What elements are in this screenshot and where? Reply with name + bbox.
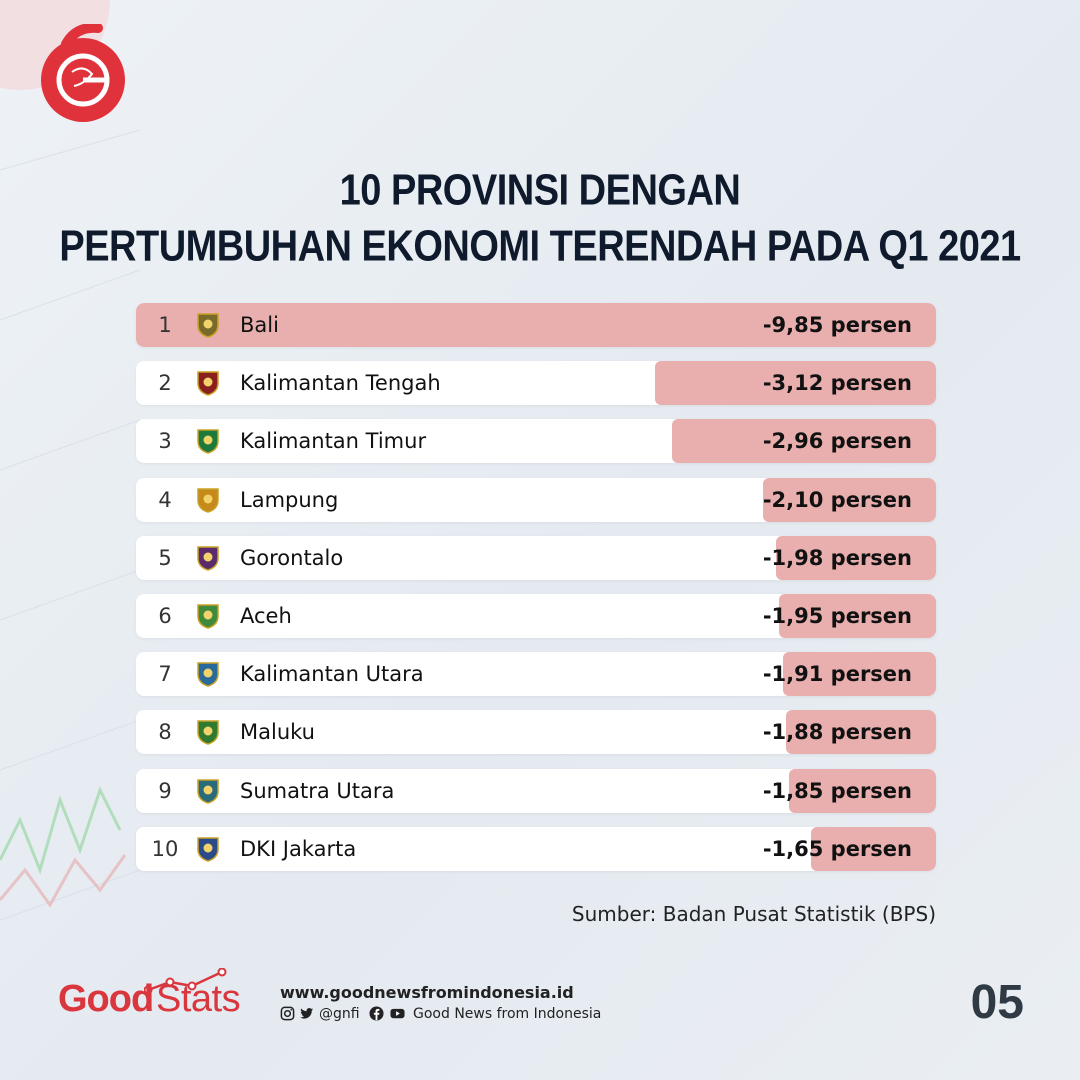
value-label: -1,65 persen [762,836,912,861]
bar-5 [775,535,936,580]
table-row: 1 Bali -9,85 persen [136,303,936,347]
value-label: -1,91 persen [762,662,912,687]
sumatra-utara-emblem-icon [197,778,219,804]
page-title-line-1: 10 PROVINSI DENGAN [339,166,741,216]
gnfi-logo-icon [41,24,125,122]
kalimantan-tengah-emblem-icon [197,371,219,396]
bar-9 [789,768,936,813]
bar-3 [671,419,936,464]
lampung-emblem-icon [197,487,219,513]
table-row: 7 Kalimantan Utara -1,91 persen [136,652,936,697]
kalimantan-timur-emblem-icon [197,429,219,455]
value-label: -1,88 persen [762,720,912,745]
rank-label: 7 [158,662,172,687]
kalimantan-utara-emblem-icon [197,662,219,687]
bar-10 [810,826,936,871]
value-label: -1,85 persen [762,778,912,803]
rank-label: 2 [158,371,172,396]
brand-good-text: Good [58,978,154,1020]
rank-label: 8 [158,720,172,745]
rank-label: 3 [158,429,172,454]
value-label: -2,10 persen [762,487,912,512]
province-name: Gorontalo [240,545,344,570]
trend-line-icon [144,968,227,994]
youtube-icon[interactable] [390,1006,405,1021]
table-row: 3 Kalimantan Timur -2,96 persen [136,419,936,464]
bar-8 [786,710,936,755]
instagram-icon[interactable] [280,1006,295,1021]
value-label: -3,12 persen [762,371,912,396]
province-name: Bali [240,313,279,337]
brand-stats-text: Stats [156,978,241,1020]
social-page-name[interactable]: Good News from Indonesia [413,1006,602,1022]
value-label: -9,85 persen [762,313,912,337]
social-handle[interactable]: @gnfi [319,1006,360,1022]
table-row: 2 Kalimantan Tengah -3,12 persen [136,361,936,406]
twitter-icon[interactable] [299,1006,314,1021]
bar-6 [778,594,936,638]
aceh-emblem-icon [197,604,219,629]
bar-7 [783,652,936,697]
table-row: 9 Sumatra Utara -1,85 persen [136,768,936,813]
website-link[interactable]: www.goodnewsfromindonesia.id [280,983,574,1002]
facebook-icon[interactable] [369,1006,384,1021]
bar-2 [654,361,936,406]
province-name: Lampung [240,487,339,512]
province-name: Kalimantan Utara [240,662,424,687]
rank-label: 1 [158,313,172,337]
value-label: -1,98 persen [762,545,912,570]
table-row: 10 DKI Jakarta -1,65 persen [136,826,936,871]
maluku-emblem-icon [197,720,219,746]
rank-label: 10 [151,836,179,861]
bar-4 [762,477,936,522]
table-row: 5 Gorontalo -1,98 persen [136,535,936,580]
province-name: Kalimantan Timur [240,429,427,454]
table-row: 4 Lampung -2,10 persen [136,477,936,522]
province-name: Sumatra Utara [240,778,395,803]
table-row: 8 Maluku -1,88 persen [136,710,936,755]
page-title-line-2: PERTUMBUHAN EKONOMI TERENDAH PADA Q1 202… [59,222,1021,272]
rank-label: 9 [158,778,172,803]
bali-emblem-icon [197,313,219,338]
goodstats-logo: Good Stats [58,968,268,1028]
table-row: 6 Aceh -1,95 persen [136,594,936,638]
value-label: -1,95 persen [762,604,912,628]
dki-jakarta-emblem-icon [197,837,219,862]
value-label: -2,96 persen [762,429,912,454]
province-name: Aceh [240,604,292,628]
page-number: 05 [970,976,1024,1029]
source-note: Sumber: Badan Pusat Statistik (BPS) [571,902,936,926]
rank-label: 5 [158,545,172,570]
province-name: Maluku [240,720,315,745]
province-name: DKI Jakarta [240,836,357,861]
rank-label: 6 [158,604,172,628]
rank-label: 4 [158,487,172,512]
province-name: Kalimantan Tengah [240,371,441,396]
gorontalo-emblem-icon [197,546,219,571]
bar-1 [136,303,936,347]
